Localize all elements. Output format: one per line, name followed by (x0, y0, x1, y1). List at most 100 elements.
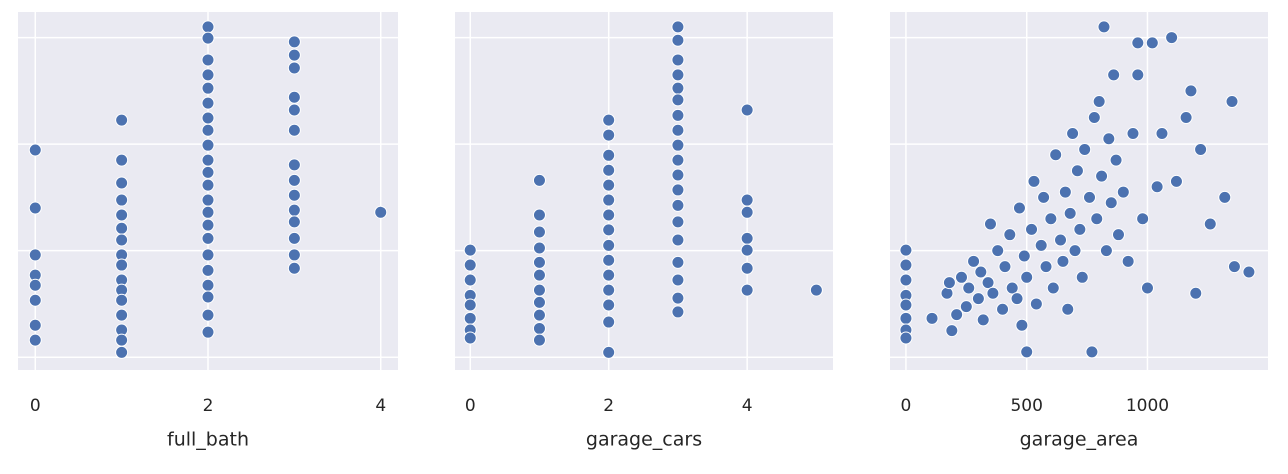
scatter-point (1020, 270, 1034, 284)
scatter-point (115, 345, 129, 359)
scatter-point (950, 308, 964, 322)
scatter-point (1116, 185, 1130, 199)
x-tick-label: 2 (203, 396, 214, 416)
scatter-point (962, 281, 976, 295)
scatter-point (463, 258, 477, 272)
scatter-point (602, 298, 616, 312)
scatter-point (1017, 249, 1031, 263)
scatter-point (671, 305, 685, 319)
scatter-point (1131, 36, 1145, 50)
scatter-point (201, 111, 215, 125)
scatter-point (1070, 164, 1084, 178)
scatter-point (532, 225, 546, 239)
scatter-point (1097, 20, 1111, 34)
scatter-point (671, 20, 685, 34)
scatter-point (287, 261, 301, 275)
scatter-point (740, 205, 754, 219)
scatter-point (374, 205, 388, 219)
scatter-point (201, 20, 215, 34)
scatter-point (671, 81, 685, 95)
x-axis-label: garage_area (1020, 429, 1139, 451)
scatter-point (115, 153, 129, 167)
scatter-point (1165, 31, 1179, 45)
x-tick-label: 1000 (1126, 396, 1169, 416)
scatter-point (1136, 212, 1150, 226)
scatter-point (287, 173, 301, 187)
scatter-point (1015, 318, 1029, 332)
scatter-point (201, 308, 215, 322)
scatter-point (1054, 233, 1068, 247)
scatter-point (28, 333, 42, 347)
scatter-point (1225, 95, 1239, 108)
scatter-point (1145, 36, 1159, 50)
scatter-point (1242, 265, 1256, 279)
scatter-point (28, 318, 42, 332)
scatter-point (287, 215, 301, 229)
scatter-point (532, 241, 546, 255)
scatter-point (671, 168, 685, 182)
scatter-point (463, 331, 477, 345)
scatter-point (740, 193, 754, 207)
scatter-point (287, 35, 301, 49)
scatter-point (463, 273, 477, 287)
scatter-point (115, 208, 129, 222)
scatter-point (115, 221, 129, 235)
scatter-point (1109, 153, 1123, 167)
scatter-point (1068, 244, 1082, 258)
scatter-point (602, 315, 616, 329)
scatter-point (899, 258, 913, 272)
scatter-point (671, 108, 685, 122)
scatter-point (671, 138, 685, 152)
scatter-point (967, 254, 981, 268)
scatter-point (201, 325, 215, 339)
scatter-point (115, 176, 129, 190)
scatter-point (1121, 254, 1135, 268)
scatter-point (115, 113, 129, 127)
scatter-point (671, 68, 685, 82)
plot-area (890, 12, 1268, 370)
x-tick-label: 4 (742, 396, 753, 416)
scatter-point (201, 53, 215, 67)
scatter-point (1063, 206, 1077, 220)
scatter-point (602, 238, 616, 252)
scatter-point (740, 243, 754, 257)
scatter-point (671, 291, 685, 305)
scatter-point (671, 255, 685, 269)
scatter-point (287, 203, 301, 217)
scatter-point (981, 276, 995, 290)
scatter-point (1155, 126, 1169, 140)
scatter-point (991, 244, 1005, 258)
scatter-point (996, 302, 1010, 316)
scatter-point (1099, 244, 1113, 258)
scatter-point (602, 163, 616, 177)
x-tick-label: 0 (30, 396, 41, 416)
scatter-point (1203, 217, 1217, 231)
scatter-point (201, 205, 215, 219)
plot-area (455, 12, 833, 370)
scatter-point (740, 283, 754, 297)
scatter-point (287, 48, 301, 62)
scatter-point (1083, 190, 1097, 204)
scatter-point (201, 123, 215, 137)
scatter-point (1049, 148, 1063, 162)
scatter-point (1034, 238, 1048, 252)
scatter-point (671, 215, 685, 229)
scatter-point (899, 298, 913, 312)
scatter-point (602, 208, 616, 222)
scatter-point (940, 286, 954, 300)
scatter-point (986, 286, 1000, 300)
scatter-point (115, 308, 129, 322)
scatter-point (532, 268, 546, 282)
x-tick-label: 4 (375, 396, 386, 416)
x-tick-label: 2 (603, 396, 614, 416)
scatter-point (532, 333, 546, 347)
scatter-point (1025, 222, 1039, 236)
scatter-point (1039, 260, 1053, 274)
scatter-point (201, 31, 215, 45)
x-tick-label: 0 (465, 396, 476, 416)
scatter-point (115, 293, 129, 307)
scatter-point (1073, 222, 1087, 236)
scatter-point (671, 273, 685, 287)
scatter-point (602, 148, 616, 162)
scatter-point (201, 248, 215, 262)
